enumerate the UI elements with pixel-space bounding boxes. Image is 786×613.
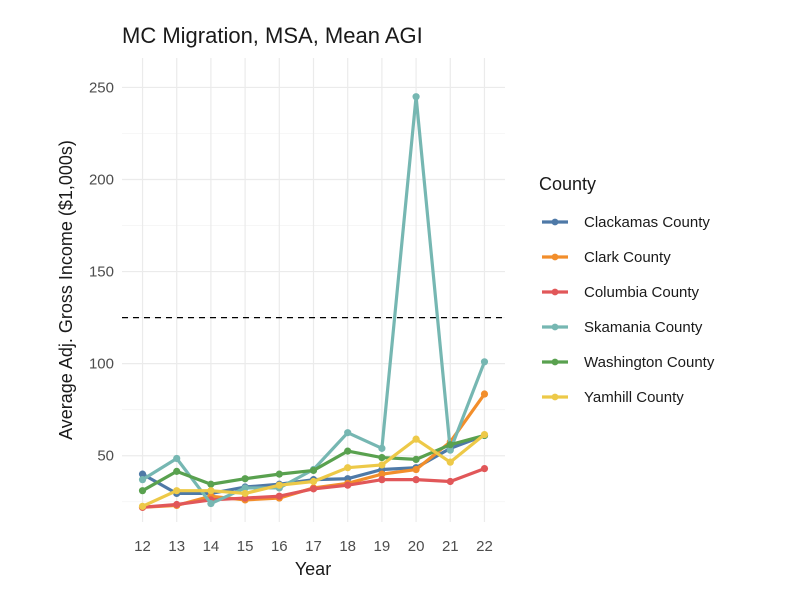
data-point-washington-county	[378, 453, 386, 462]
data-point-columbia-county	[480, 465, 489, 473]
x-axis-title: Year	[295, 559, 331, 579]
chart-title: MC Migration, MSA, Mean AGI	[122, 23, 423, 48]
data-point-washington-county	[275, 470, 283, 478]
data-point-columbia-county	[412, 476, 420, 484]
y-tick-label: 150	[89, 264, 114, 281]
data-point-columbia-county	[378, 476, 386, 484]
legend-key-point	[551, 323, 559, 331]
data-point-clark-county	[480, 390, 489, 398]
data-point-skamania-county	[344, 429, 352, 437]
x-tick-label: 19	[374, 538, 391, 555]
data-point-yamhill-county	[138, 502, 147, 510]
data-point-yamhill-county	[173, 487, 181, 495]
data-point-skamania-county	[173, 454, 181, 463]
y-tick-label: 200	[89, 172, 114, 189]
legend-key-point	[551, 288, 559, 296]
data-point-washington-county	[173, 467, 181, 475]
x-tick-label: 13	[168, 538, 185, 555]
x-tick-label: 22	[476, 538, 493, 555]
data-point-skamania-county	[378, 444, 386, 452]
legend-item-clark-county: Clark County	[542, 249, 671, 266]
series-columbia-county	[138, 465, 489, 511]
data-point-columbia-county	[446, 477, 454, 486]
x-tick-label: 15	[237, 538, 254, 555]
data-point-washington-county	[309, 466, 318, 475]
legend-key-point	[551, 393, 559, 401]
data-point-yamhill-county	[344, 464, 352, 472]
data-point-clark-county	[378, 470, 386, 478]
data-point-washington-county	[207, 480, 215, 488]
data-point-yamhill-county	[241, 489, 249, 498]
data-point-yamhill-county	[412, 435, 420, 443]
data-point-skamania-county	[241, 484, 249, 492]
data-point-columbia-county	[309, 485, 318, 493]
legend-item-columbia-county: Columbia County	[542, 284, 700, 301]
x-tick-label: 17	[305, 538, 322, 555]
data-point-skamania-county	[138, 476, 147, 484]
y-axis-ticks: 50 100 150 200 250	[89, 79, 114, 464]
data-point-washington-county	[446, 441, 454, 449]
legend-key-point	[551, 218, 559, 226]
legend-label: Washington County	[584, 354, 715, 371]
legend-label: Clackamas County	[584, 214, 710, 231]
data-point-yamhill-county	[275, 481, 283, 489]
x-axis-ticks: 12 13 14 15 16 17 18 19 20 21 22	[134, 538, 493, 555]
legend-key-point	[551, 253, 559, 261]
x-tick-label: 18	[339, 538, 356, 555]
y-axis-title: Average Adj. Gross Income ($1,000s)	[56, 140, 76, 440]
series-yamhill-county	[138, 430, 489, 510]
data-point-washington-county	[412, 455, 420, 463]
legend-item-skamania-county: Skamania County	[542, 319, 703, 336]
data-point-skamania-county	[207, 499, 215, 508]
x-tick-label: 14	[203, 538, 220, 555]
legend-key-point	[551, 358, 559, 366]
data-point-columbia-county	[344, 481, 352, 489]
x-tick-label: 21	[442, 538, 459, 555]
legend-label: Skamania County	[584, 319, 703, 336]
data-point-yamhill-county	[480, 430, 489, 439]
data-point-clark-county	[412, 465, 420, 474]
data-point-washington-county	[241, 475, 249, 483]
data-point-skamania-county	[446, 446, 454, 454]
legend-label: Yamhill County	[584, 389, 684, 406]
data-point-skamania-county	[412, 93, 420, 101]
data-point-columbia-county	[173, 500, 181, 509]
y-tick-label: 250	[89, 79, 114, 96]
legend-item-yamhill-county: Yamhill County	[542, 389, 684, 406]
legend: County Clackamas County Clark County Colum…	[539, 174, 715, 406]
grid	[122, 58, 505, 522]
data-point-washington-county	[138, 487, 147, 495]
legend-title: County	[539, 174, 596, 194]
y-tick-label: 100	[89, 356, 114, 373]
x-tick-label: 16	[271, 538, 288, 555]
data-point-yamhill-county	[378, 461, 386, 469]
series-washington-county	[138, 431, 489, 495]
data-point-yamhill-county	[309, 477, 318, 486]
data-point-washington-county	[344, 447, 352, 455]
legend-item-clackamas-county: Clackamas County	[542, 214, 710, 231]
legend-item-washington-county: Washington County	[542, 354, 715, 371]
y-tick-label: 50	[97, 448, 114, 465]
legend-label: Columbia County	[584, 284, 700, 301]
data-point-columbia-county	[275, 492, 283, 500]
data-point-skamania-county	[480, 358, 489, 366]
legend-label: Clark County	[584, 249, 671, 266]
data-point-yamhill-county	[446, 458, 454, 466]
data-point-clackamas-county	[138, 470, 147, 478]
series-group	[138, 93, 489, 511]
legend-items: Clackamas County Clark County Columbia Cou…	[542, 214, 715, 406]
data-point-yamhill-county	[207, 487, 215, 495]
x-tick-label: 12	[134, 538, 151, 555]
x-tick-label: 20	[408, 538, 425, 555]
